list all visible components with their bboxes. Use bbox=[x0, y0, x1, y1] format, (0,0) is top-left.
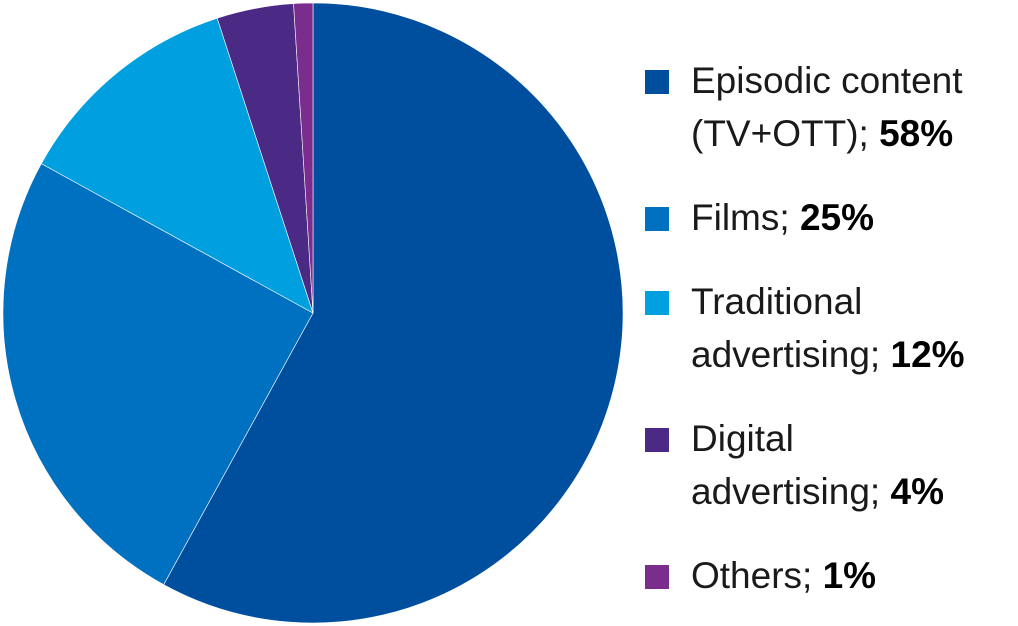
pie-plot-area bbox=[2, 2, 624, 624]
legend-swatch bbox=[645, 69, 669, 94]
legend-value-label: 12% bbox=[890, 334, 965, 375]
legend-label: Traditional advertising; 12% bbox=[691, 275, 1015, 381]
legend-label-line: Films; bbox=[691, 197, 800, 238]
legend-label: Episodic content (TV+OTT); 58% bbox=[691, 54, 1015, 160]
legend-label-line: Others; bbox=[691, 555, 823, 596]
pie-slice-traditional-advertising bbox=[40, 17, 314, 314]
legend-value-label: 58% bbox=[879, 113, 954, 154]
pie-slice-films bbox=[2, 163, 314, 586]
legend-label: Others; 1% bbox=[691, 549, 1015, 602]
legend-swatch bbox=[645, 427, 669, 452]
legend-label: Films; 25% bbox=[691, 191, 1015, 244]
legend-label-line: Traditional bbox=[691, 281, 863, 322]
legend-item-films: Films; 25% bbox=[645, 191, 1015, 244]
legend-label-line: advertising; bbox=[691, 471, 891, 512]
legend-label-line: advertising; bbox=[691, 334, 891, 375]
legend-label-line: Episodic content bbox=[691, 60, 963, 101]
legend-item-traditional-advertising: Traditional advertising; 12% bbox=[645, 275, 1015, 381]
legend-label-line: Digital bbox=[691, 418, 794, 459]
legend-label: Digital advertising; 4% bbox=[691, 412, 1015, 518]
pie-slice-others bbox=[293, 2, 314, 314]
legend-swatch bbox=[645, 564, 669, 589]
legend-swatch bbox=[645, 290, 669, 315]
legend-item-episodic-content-tv-ott: Episodic content (TV+OTT); 58% bbox=[645, 54, 1015, 160]
legend-item-digital-advertising: Digital advertising; 4% bbox=[645, 412, 1015, 518]
legend-item-others: Others; 1% bbox=[645, 549, 1015, 602]
legend-value-label: 25% bbox=[799, 197, 874, 238]
legend-label-line: (TV+OTT); bbox=[691, 113, 880, 154]
legend-value-label: 4% bbox=[890, 471, 944, 512]
legend-swatch bbox=[645, 206, 669, 231]
pie-slice-episodic-content-tv-ott bbox=[163, 2, 624, 624]
legend-value-label: 1% bbox=[822, 555, 877, 596]
